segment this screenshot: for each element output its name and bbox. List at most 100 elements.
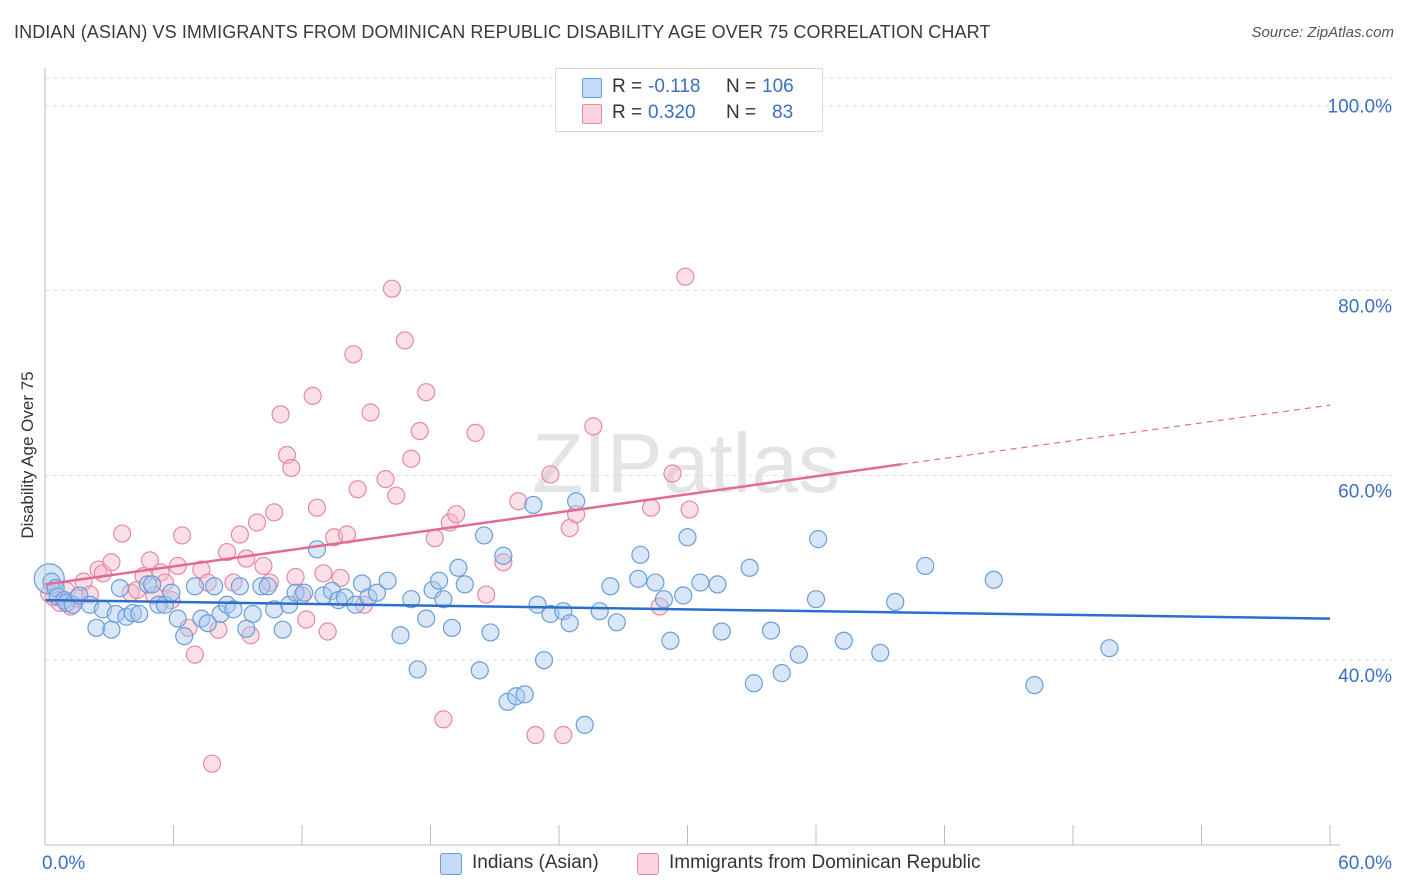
data-point-indian bbox=[916, 556, 935, 576]
data-point-dominican bbox=[202, 754, 222, 773]
y-tick-label: 80.0% bbox=[1338, 297, 1392, 318]
data-point-dominican bbox=[425, 529, 444, 548]
n-value: 106 bbox=[762, 76, 794, 97]
data-point-indian bbox=[110, 579, 130, 598]
data-point-dominican bbox=[434, 710, 453, 729]
data-point-dominican bbox=[509, 492, 528, 511]
data-point-indian bbox=[273, 620, 292, 639]
data-point-dominican bbox=[361, 403, 380, 422]
data-point-indian bbox=[567, 492, 586, 511]
data-point-indian bbox=[455, 575, 474, 594]
data-point-dominican bbox=[314, 564, 333, 583]
legend-item-indian[interactable]: Indians (Asian) bbox=[440, 851, 610, 877]
data-point-indian bbox=[470, 661, 489, 680]
data-point-indian bbox=[408, 660, 427, 679]
series-indian-points bbox=[33, 492, 1119, 734]
data-point-indian bbox=[674, 586, 693, 605]
x-tick-label: 60.0% bbox=[1338, 853, 1392, 874]
r-label: R = bbox=[612, 76, 643, 97]
x-tick-label: 0.0% bbox=[42, 853, 85, 874]
data-point-indian bbox=[205, 577, 224, 596]
r-value: 0.320 bbox=[648, 102, 696, 123]
n-label: N = bbox=[726, 102, 757, 123]
data-point-indian bbox=[185, 577, 205, 596]
data-point-dominican bbox=[230, 525, 249, 544]
data-point-indian bbox=[607, 613, 626, 632]
data-point-dominican bbox=[303, 386, 322, 405]
data-point-indian bbox=[1025, 676, 1044, 695]
data-point-dominican bbox=[402, 449, 421, 468]
data-point-indian bbox=[224, 600, 243, 619]
data-point-dominican bbox=[417, 383, 436, 402]
data-point-indian bbox=[142, 575, 162, 594]
legend-swatch-blue bbox=[582, 78, 602, 98]
n-label: N = bbox=[726, 76, 757, 97]
data-point-dominican bbox=[641, 498, 661, 517]
data-point-dominican bbox=[331, 568, 350, 588]
data-point-dominican bbox=[307, 498, 327, 517]
data-point-indian bbox=[661, 631, 680, 650]
data-point-indian bbox=[834, 631, 853, 650]
data-point-indian bbox=[809, 530, 828, 549]
y-tick-label: 40.0% bbox=[1338, 666, 1392, 687]
data-point-indian bbox=[123, 603, 142, 623]
data-point-dominican bbox=[663, 464, 682, 483]
data-point-dominican bbox=[477, 585, 496, 604]
data-point-indian bbox=[130, 604, 149, 624]
data-point-indian bbox=[601, 577, 620, 596]
data-point-indian bbox=[534, 651, 554, 670]
data-point-indian bbox=[772, 664, 791, 683]
legend-swatch-pink bbox=[582, 104, 602, 124]
data-point-dominican bbox=[387, 486, 406, 505]
data-point-dominican bbox=[554, 725, 573, 745]
data-point-indian bbox=[402, 590, 421, 609]
data-point-dominican bbox=[344, 345, 363, 364]
data-point-indian bbox=[307, 540, 327, 559]
data-point-dominican bbox=[680, 500, 699, 519]
data-point-indian bbox=[295, 583, 314, 602]
data-point-indian bbox=[646, 573, 665, 592]
grid-lines bbox=[45, 77, 1392, 661]
data-point-indian bbox=[198, 614, 217, 633]
data-point-dominican bbox=[217, 542, 237, 562]
data-point-dominican bbox=[376, 469, 395, 489]
data-point-indian bbox=[230, 577, 249, 596]
data-point-indian bbox=[691, 573, 710, 592]
data-point-indian bbox=[744, 674, 763, 693]
trend-line-dominican-extension bbox=[901, 404, 1331, 465]
data-point-indian bbox=[378, 571, 397, 590]
data-point-dominican bbox=[172, 526, 192, 545]
y-axis-label: Disability Age Over 75 bbox=[18, 371, 37, 538]
data-point-dominican bbox=[271, 405, 290, 424]
data-point-dominican bbox=[209, 620, 228, 639]
legend-item-dominican[interactable]: Immigrants from Dominican Republic bbox=[637, 851, 1007, 877]
data-point-dominican bbox=[102, 553, 121, 572]
legend-label: Indians (Asian) bbox=[472, 852, 599, 873]
data-point-dominican bbox=[348, 480, 367, 499]
data-point-dominican bbox=[185, 645, 205, 664]
data-point-indian bbox=[560, 614, 579, 633]
data-point-indian bbox=[474, 526, 494, 545]
legend-swatch-pink bbox=[637, 853, 659, 875]
data-point-indian bbox=[575, 715, 594, 734]
data-point-indian bbox=[417, 609, 436, 628]
data-point-indian bbox=[481, 623, 500, 642]
y-tick-label: 100.0% bbox=[1328, 97, 1393, 118]
data-point-dominican bbox=[254, 556, 273, 576]
series-dominican-points bbox=[40, 267, 699, 773]
tick-labels: 40.0% 60.0% 80.0% 100.0% 0.0% 60.0% bbox=[42, 97, 1392, 874]
data-point-indian bbox=[335, 588, 354, 607]
legend-swatch-blue bbox=[440, 853, 462, 875]
data-point-indian bbox=[789, 645, 808, 664]
data-point-indian bbox=[391, 626, 410, 645]
data-point-indian bbox=[442, 618, 462, 637]
trend-line-indian bbox=[44, 598, 1331, 620]
data-point-dominican bbox=[286, 567, 305, 587]
data-point-indian bbox=[629, 569, 648, 588]
data-point-dominican bbox=[265, 503, 284, 522]
data-point-dominican bbox=[526, 725, 545, 745]
data-point-dominican bbox=[382, 279, 402, 298]
data-point-indian bbox=[494, 546, 513, 565]
data-point-indian bbox=[449, 558, 468, 577]
data-point-indian bbox=[515, 685, 534, 704]
